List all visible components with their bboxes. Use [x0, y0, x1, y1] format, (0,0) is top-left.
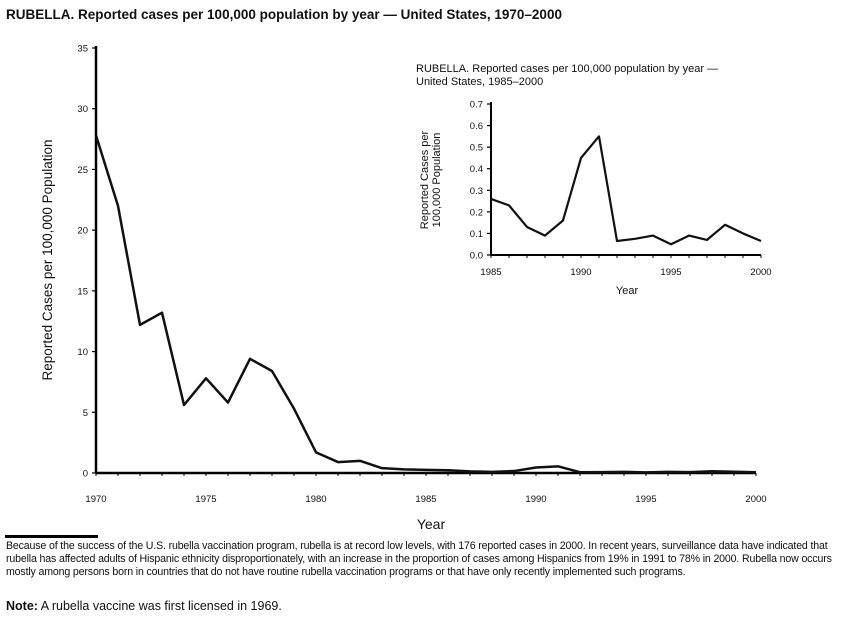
- main-y-axis-label: Reported Cases per 100,000 Population: [40, 140, 55, 381]
- footnote: Because of the success of the U.S. rubel…: [6, 540, 832, 578]
- main-y-tick-label: 25: [77, 165, 88, 176]
- inset-y-tick-label: 0.0: [470, 251, 483, 262]
- inset-x-tick-label: 1995: [660, 267, 681, 278]
- chart-title: RUBELLA. Reported cases per 100,000 popu…: [6, 7, 562, 22]
- inset-y-tick-label: 0.2: [470, 207, 483, 218]
- inset-y-tick-label: 0.1: [470, 229, 483, 240]
- inset-y-tick-label: 0.7: [470, 100, 483, 111]
- main-x-tick-label: 1975: [195, 494, 216, 505]
- main-y-tick-label: 10: [77, 347, 88, 358]
- main-y-tick-label: 0: [83, 469, 88, 480]
- main-y-tick-label: 30: [77, 104, 88, 115]
- inset-y-tick-label: 0.4: [470, 164, 483, 175]
- main-x-tick-label: 1970: [85, 494, 106, 505]
- footnote-rule: [5, 535, 98, 538]
- main-x-tick-label: 1980: [305, 494, 326, 505]
- main-x-tick-label: 2000: [745, 494, 766, 505]
- main-y-tick-label: 20: [77, 226, 88, 237]
- main-x-tick-label: 1990: [525, 494, 546, 505]
- main-x-axis-label: Year: [417, 516, 446, 532]
- main-y-tick-label: 5: [83, 408, 88, 419]
- note: Note: A rubella vaccine was first licens…: [6, 599, 282, 613]
- inset-series-line: [490, 135, 762, 246]
- inset-x-tick-label: 1990: [570, 267, 591, 278]
- main-series-line: [94, 135, 757, 474]
- main-x-tick-label: 1985: [415, 494, 436, 505]
- main-y-tick-label: 35: [77, 44, 88, 55]
- inset-x-axis-label: Year: [616, 285, 639, 297]
- inset-y-tick-label: 0.5: [470, 143, 483, 154]
- note-text: A rubella vaccine was first licensed in …: [37, 599, 282, 613]
- note-label: Note:: [6, 599, 38, 613]
- main-y-tick-label: 15: [77, 286, 88, 297]
- main-x-tick-label: 1995: [635, 494, 656, 505]
- inset-y-tick-label: 0.6: [470, 121, 483, 132]
- inset-title: RUBELLA. Reported cases per 100,000 popu…: [416, 63, 718, 75]
- inset-y-axis-label: 100,000 Population: [431, 133, 443, 228]
- inset-y-axis-label: Reported Cases per: [419, 130, 431, 229]
- inset-y-tick-label: 0.3: [470, 186, 483, 197]
- inset-x-tick-label: 1985: [480, 267, 501, 278]
- inset-title: United States, 1985–2000: [416, 76, 543, 88]
- inset-x-tick-label: 2000: [750, 267, 771, 278]
